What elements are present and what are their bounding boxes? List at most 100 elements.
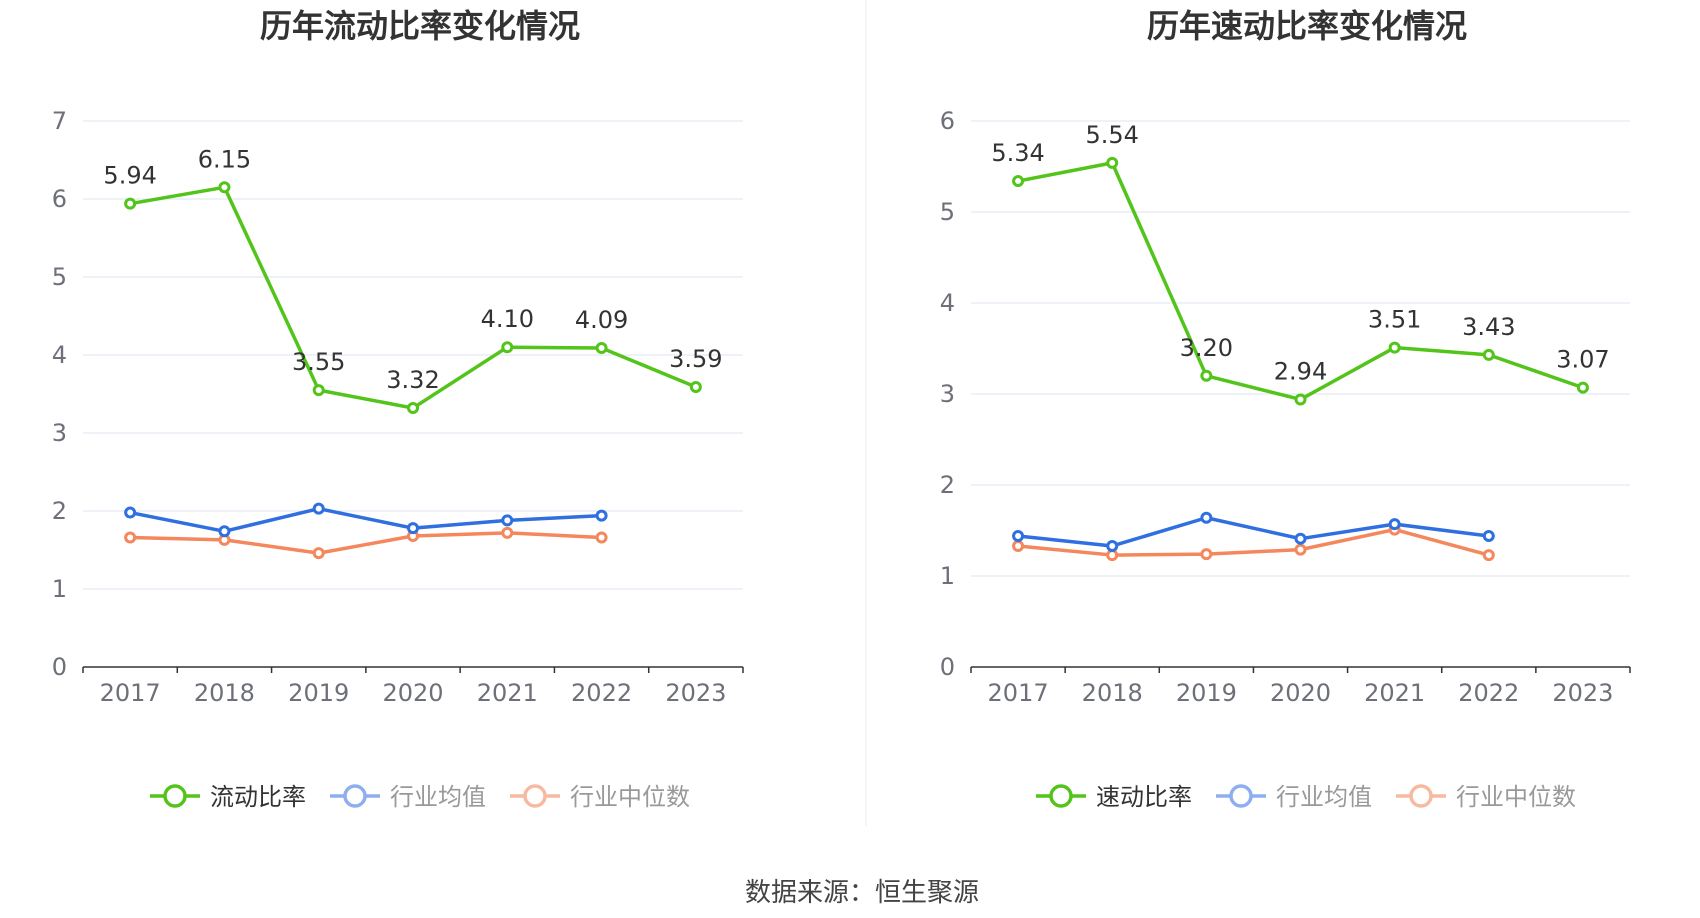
median-series-line xyxy=(1017,527,1490,557)
x-tick-label: 2022 xyxy=(571,679,632,707)
x-tick-label: 2023 xyxy=(1552,679,1613,707)
data-label: 3.20 xyxy=(1180,334,1233,362)
legend-marker-icon xyxy=(523,784,547,808)
median-series-point xyxy=(124,531,137,544)
data-label: 5.54 xyxy=(1085,121,1138,149)
x-tick-label: 2020 xyxy=(1270,679,1331,707)
chart-title: 历年速动比率变化情况 xyxy=(1147,7,1467,45)
main-series-point xyxy=(1482,348,1495,361)
x-tick-label: 2022 xyxy=(1458,679,1519,707)
chart-title: 历年流动比率变化情况 xyxy=(260,7,580,45)
median-series-point xyxy=(312,547,325,560)
y-tick-label: 2 xyxy=(52,497,67,525)
legend-label: 流动比率 xyxy=(210,783,306,811)
x-tick-label: 2018 xyxy=(1082,679,1143,707)
data-label: 6.15 xyxy=(198,145,251,173)
main-series-point xyxy=(124,197,137,210)
data-label: 5.94 xyxy=(103,162,156,190)
legend-marker-icon xyxy=(1049,784,1073,808)
y-tick-label: 4 xyxy=(940,289,955,317)
legend-item-average: 行业均值 xyxy=(1216,783,1372,811)
legend-item-median: 行业中位数 xyxy=(1396,783,1576,811)
x-tick-label: 2020 xyxy=(382,679,443,707)
average-series-line xyxy=(129,506,602,534)
legend-item-average: 行业均值 xyxy=(330,783,486,811)
x-tick-label: 2018 xyxy=(194,679,255,707)
y-tick-label: 6 xyxy=(52,185,67,213)
x-tick-label: 2017 xyxy=(100,679,161,707)
main-series-point xyxy=(407,402,419,415)
median-series-point xyxy=(501,526,514,539)
data-label: 3.32 xyxy=(386,366,439,394)
y-tick-label: 5 xyxy=(940,198,955,226)
y-tick-label: 3 xyxy=(940,380,955,408)
data-label: 3.55 xyxy=(292,348,345,376)
data-label: 4.10 xyxy=(481,305,534,333)
y-tick-label: 0 xyxy=(940,653,955,681)
y-tick-label: 5 xyxy=(52,263,67,291)
y-tick-label: 6 xyxy=(940,107,955,135)
data-label: 3.59 xyxy=(669,345,722,373)
average-series-line xyxy=(1017,516,1490,548)
legend-label: 速动比率 xyxy=(1096,783,1192,811)
median-series-point xyxy=(1012,539,1025,552)
main-series-point xyxy=(689,380,702,393)
average-series-point xyxy=(595,509,608,522)
y-tick-label: 1 xyxy=(940,562,955,590)
legend-item-main: 速动比率 xyxy=(1036,783,1192,811)
x-tick-label: 2017 xyxy=(988,679,1049,707)
legend-marker-icon xyxy=(1409,784,1433,808)
main-series-point xyxy=(1200,369,1213,382)
legend-label: 行业中位数 xyxy=(570,783,690,811)
median-series-point xyxy=(595,531,608,544)
legend-item-median: 行业中位数 xyxy=(510,783,690,811)
data-label: 3.51 xyxy=(1368,306,1421,334)
quick-ratio-chart: 历年速动比率变化情况 0 1 2 3 4 5 6 2017 2018 2019 2020 2021 202… xyxy=(940,7,1631,811)
median-series-point xyxy=(1200,548,1213,561)
legend-label: 行业中位数 xyxy=(1456,783,1576,811)
main-series-point xyxy=(1388,341,1401,354)
main-series-point xyxy=(501,341,514,354)
legend-marker-icon xyxy=(163,784,187,808)
main-series-point xyxy=(1106,156,1119,169)
average-series-point xyxy=(1012,529,1025,542)
data-label: 2.94 xyxy=(1274,357,1327,385)
y-tick-label: 2 xyxy=(940,471,955,499)
legend-marker-icon xyxy=(1229,784,1253,808)
main-series-point xyxy=(1012,175,1025,188)
average-series-point xyxy=(1388,518,1401,531)
data-label: 3.43 xyxy=(1462,313,1515,341)
legend-label: 行业均值 xyxy=(390,783,486,811)
average-series-point xyxy=(218,525,231,538)
main-series-point xyxy=(312,384,325,397)
x-tick-label: 2019 xyxy=(288,679,349,707)
average-series-point xyxy=(1482,529,1495,542)
current-ratio-chart: 历年流动比率变化情况 0 1 2 3 4 5 6 7 2017 2018 2019 2020 2021 20… xyxy=(52,7,744,811)
y-tick-label: 0 xyxy=(52,653,67,681)
main-series-point xyxy=(218,181,231,194)
average-series-point xyxy=(1294,532,1307,545)
main-series-point xyxy=(1576,381,1589,394)
average-series-point xyxy=(1106,539,1119,552)
data-label: 4.09 xyxy=(575,306,628,334)
data-label: 3.07 xyxy=(1556,346,1609,374)
x-tick-label: 2019 xyxy=(1176,679,1237,707)
y-tick-label: 4 xyxy=(52,341,67,369)
y-tick-label: 3 xyxy=(52,419,67,447)
legend-label: 行业均值 xyxy=(1276,783,1372,811)
average-series-point xyxy=(312,502,325,515)
main-series-point xyxy=(1294,393,1307,406)
median-series-point xyxy=(1294,543,1307,556)
y-tick-label: 7 xyxy=(52,107,67,135)
x-tick-label: 2021 xyxy=(1364,679,1425,707)
average-series-point xyxy=(124,506,137,519)
main-series-point xyxy=(595,341,608,354)
legend-item-main: 流动比率 xyxy=(150,783,306,811)
average-series-point xyxy=(407,522,419,535)
y-tick-label: 1 xyxy=(52,575,67,603)
median-series-line xyxy=(130,531,602,555)
legend-marker-icon xyxy=(343,784,367,808)
data-label: 5.34 xyxy=(991,139,1044,167)
source-footer: 数据来源：恒生聚源 xyxy=(745,878,979,908)
